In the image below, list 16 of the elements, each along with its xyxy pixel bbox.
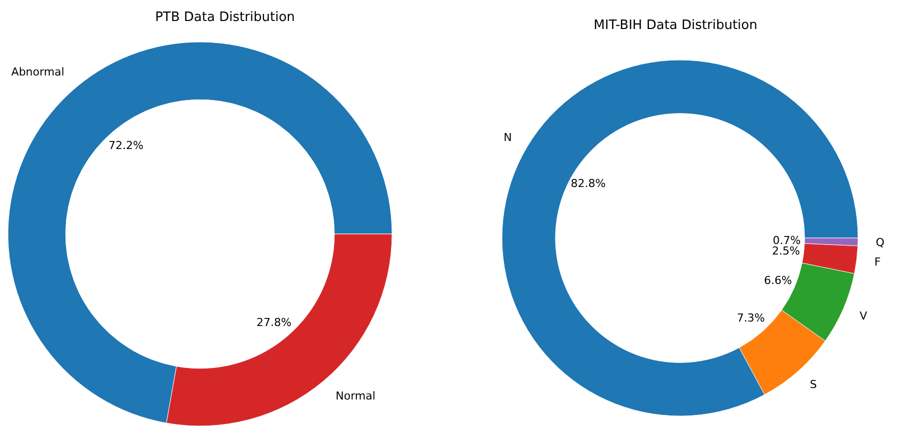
slice-label: N [504,131,512,144]
slice-label: F [874,255,881,268]
data-label: 7.3% [736,311,765,324]
chart-title: PTB Data Distribution [155,10,295,25]
slice-label: Normal [336,389,376,402]
slice-label: S [810,378,817,392]
data-label: 82.8% [570,176,606,190]
data-label: 2.5% [772,244,800,258]
data-label: 27.8% [256,316,292,329]
slice-label: V [860,309,868,322]
data-label: 0.7% [772,234,801,247]
slice-label: Abnormal [11,66,64,79]
slice-label: Q [876,236,885,249]
data-label: 72.2% [108,139,144,152]
chart-title: MIT-BIH Data Distribution [594,18,758,33]
data-label: 6.6% [764,274,792,287]
